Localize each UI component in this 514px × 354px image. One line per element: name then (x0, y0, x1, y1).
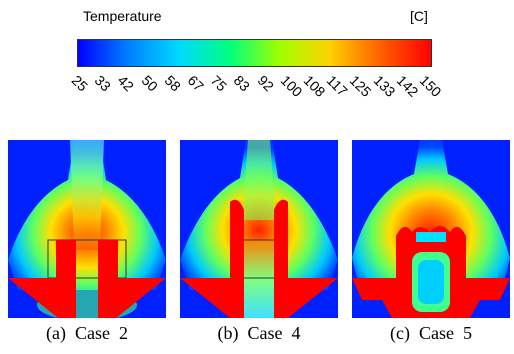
colorbar-tick-label: 108 (300, 72, 329, 100)
panel-case-4 (180, 140, 338, 318)
case-2-contour (8, 140, 166, 318)
colorbar-tick-label: 125 (347, 72, 375, 100)
caption-case-5: (c) Case 5 (390, 323, 472, 343)
panel-case-2 (8, 140, 166, 318)
case-4-contour (180, 140, 338, 318)
colorbar-tick-label: 92 (254, 72, 277, 95)
legend-title: Temperature (83, 8, 162, 24)
colorbar-tick-label: 142 (393, 72, 422, 100)
caption-case-4: (b) Case 4 (217, 323, 301, 343)
colorbar-tick-label: 100 (277, 72, 306, 100)
colorbar-tick-label: 25 (68, 72, 92, 95)
colorbar-tick-label: 75 (207, 72, 231, 95)
colorbar-tick-label: 83 (231, 72, 254, 95)
caption-case-2: (a) Case 2 (46, 323, 128, 343)
colorbar-tick-label: 58 (161, 72, 184, 95)
legend-unit: [C] (410, 8, 428, 24)
colorbar-tick-label: 50 (138, 72, 161, 95)
temperature-colorbar (77, 39, 432, 67)
panel-case-5 (352, 140, 510, 318)
colorbar-tick-label: 117 (323, 72, 351, 100)
colorbar-tick-label: 33 (91, 72, 115, 95)
case-5-contour (352, 140, 510, 318)
colorbar-tick-label: 67 (184, 72, 208, 95)
colorbar-tick-label: 42 (115, 72, 138, 95)
colorbar-tick-label: 133 (370, 72, 399, 100)
colorbar-tick-label: 150 (416, 72, 445, 100)
